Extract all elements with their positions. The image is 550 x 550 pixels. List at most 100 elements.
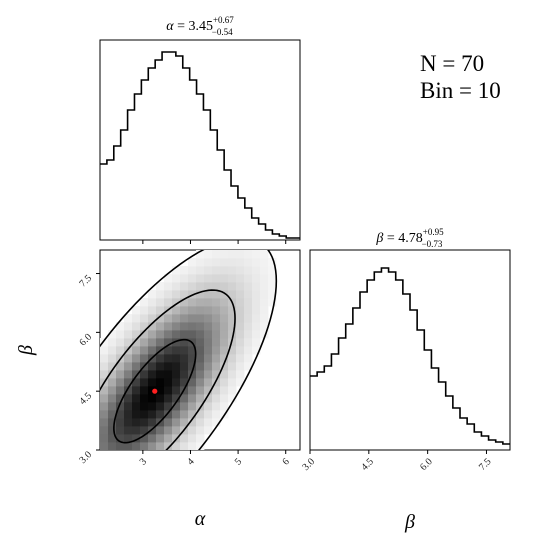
contour-1: [113, 338, 197, 444]
density-cell: [220, 362, 229, 371]
density-cell: [268, 258, 277, 267]
density-cell: [124, 314, 133, 323]
density-cell: [188, 266, 197, 275]
density-cell: [220, 298, 229, 307]
density-cell: [236, 274, 245, 283]
density-cell: [172, 298, 181, 307]
density-cell: [100, 338, 109, 347]
density-cell: [172, 338, 181, 347]
density-cell: [236, 370, 245, 379]
density-cell: [116, 442, 125, 450]
density-cell: [212, 258, 221, 267]
density-cell: [188, 314, 197, 323]
density-cell: [132, 410, 141, 419]
density-cell: [196, 354, 205, 363]
density-cell: [196, 314, 205, 323]
density-cell: [252, 258, 261, 267]
density-cell: [156, 402, 165, 411]
density-cell: [100, 442, 109, 450]
density-cell: [156, 386, 165, 395]
density-cell: [204, 386, 213, 395]
density-cell: [100, 402, 109, 411]
density-cell: [132, 426, 141, 435]
density-cell: [196, 418, 205, 427]
density-cell: [172, 418, 181, 427]
density-cell: [228, 314, 237, 323]
density-cell: [212, 250, 221, 259]
density-cell: [260, 298, 269, 307]
density-cell: [236, 362, 245, 371]
density-cell: [116, 386, 125, 395]
density-cell: [196, 426, 205, 435]
density-cell: [148, 370, 157, 379]
density-cell: [180, 410, 189, 419]
density-cell: [236, 330, 245, 339]
density-cell: [108, 338, 117, 347]
density-cell: [188, 354, 197, 363]
annotation-bin: Bin = 10: [420, 78, 501, 103]
title-beta: β = 4.78+0.95 −0.73: [375, 227, 444, 249]
density-cell: [132, 434, 141, 443]
density-cell: [164, 274, 173, 283]
density-cell: [172, 330, 181, 339]
density-cell: [108, 362, 117, 371]
density-cell: [220, 338, 229, 347]
density-cell: [228, 290, 237, 299]
density-cell: [228, 250, 237, 259]
density-cell: [236, 298, 245, 307]
density-cell: [108, 394, 117, 403]
density-cell: [180, 442, 189, 450]
density-cell: [180, 274, 189, 283]
density-cell: [164, 370, 173, 379]
density-cell: [220, 314, 229, 323]
density-cell: [108, 434, 117, 443]
joint-x-tick-label: 4: [185, 456, 196, 467]
density-cell: [196, 394, 205, 403]
density-cell: [108, 354, 117, 363]
density-cell: [196, 402, 205, 411]
density-cell: [212, 346, 221, 355]
density-cell: [188, 402, 197, 411]
density-cell: [260, 290, 269, 299]
density-cell: [188, 378, 197, 387]
density-cell: [172, 426, 181, 435]
joint-x-tick-label: 6: [281, 456, 292, 467]
density-cell: [220, 306, 229, 315]
density-cell: [108, 410, 117, 419]
density-cell: [132, 418, 141, 427]
density-cell: [252, 338, 261, 347]
density-cell: [180, 306, 189, 315]
density-cell: [212, 370, 221, 379]
density-cell: [148, 378, 157, 387]
hist-beta-frame: [309, 249, 511, 451]
density-cell: [164, 394, 173, 403]
density-cell: [196, 250, 205, 259]
density-cell: [212, 386, 221, 395]
density-cell: [204, 418, 213, 427]
density-cell: [220, 402, 229, 411]
density-cell: [132, 354, 141, 363]
density-cell: [180, 290, 189, 299]
density-cell: [180, 314, 189, 323]
density-cell: [260, 306, 269, 315]
density-cell: [204, 410, 213, 419]
density-cell: [172, 386, 181, 395]
density-cell: [164, 354, 173, 363]
density-cell: [228, 378, 237, 387]
density-cell: [172, 370, 181, 379]
density-cell: [220, 346, 229, 355]
density-cell: [148, 434, 157, 443]
density-cell: [140, 298, 149, 307]
density-cell: [100, 370, 109, 379]
density-cell: [220, 354, 229, 363]
density-cell: [236, 322, 245, 331]
hist-beta-x-tick-label: 3.0: [301, 456, 318, 473]
density-cell: [212, 274, 221, 283]
density-cell: [140, 402, 149, 411]
density-cell: [124, 410, 133, 419]
density-cell: [236, 282, 245, 291]
joint-x-ticks: 3 4 5 6: [138, 450, 292, 468]
density-cell: [252, 282, 261, 291]
density-cell: [228, 346, 237, 355]
density-cell: [220, 330, 229, 339]
